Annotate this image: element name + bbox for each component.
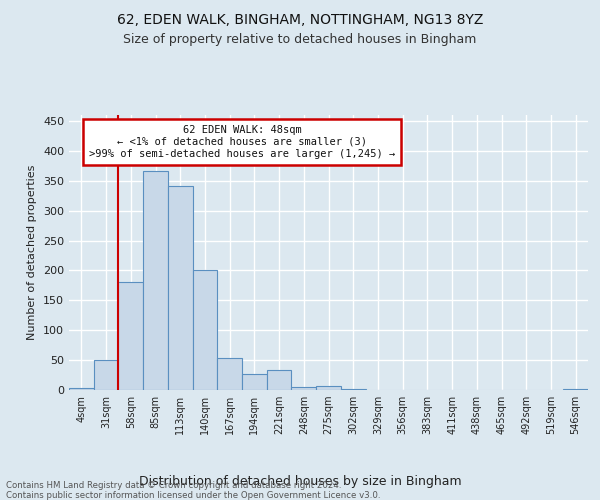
Bar xyxy=(217,358,242,390)
Text: 62, EDEN WALK, BINGHAM, NOTTINGHAM, NG13 8YZ: 62, EDEN WALK, BINGHAM, NOTTINGHAM, NG13… xyxy=(117,12,483,26)
Bar xyxy=(563,389,588,390)
Text: Distribution of detached houses by size in Bingham: Distribution of detached houses by size … xyxy=(139,475,461,488)
Bar xyxy=(118,282,143,390)
Bar xyxy=(242,374,267,390)
Bar xyxy=(341,389,365,390)
Bar xyxy=(316,386,341,390)
Bar xyxy=(193,270,217,390)
Bar xyxy=(143,170,168,390)
Bar xyxy=(168,186,193,390)
Bar xyxy=(94,360,118,390)
Bar xyxy=(267,370,292,390)
Text: 62 EDEN WALK: 48sqm
← <1% of detached houses are smaller (3)
>99% of semi-detach: 62 EDEN WALK: 48sqm ← <1% of detached ho… xyxy=(89,126,395,158)
Bar xyxy=(292,387,316,390)
Bar xyxy=(69,388,94,390)
Text: Contains public sector information licensed under the Open Government Licence v3: Contains public sector information licen… xyxy=(6,491,380,500)
Text: Contains HM Land Registry data © Crown copyright and database right 2024.: Contains HM Land Registry data © Crown c… xyxy=(6,481,341,490)
Y-axis label: Number of detached properties: Number of detached properties xyxy=(28,165,37,340)
Text: Size of property relative to detached houses in Bingham: Size of property relative to detached ho… xyxy=(124,32,476,46)
